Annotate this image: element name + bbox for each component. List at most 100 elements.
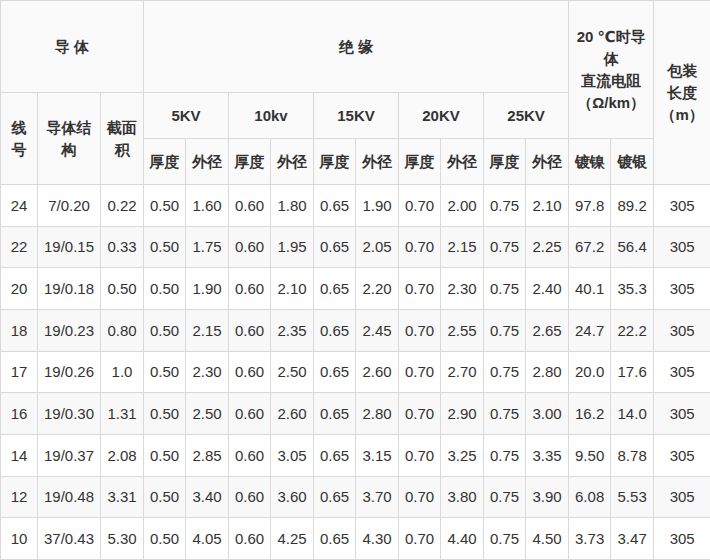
table-cell: 3.15 (356, 434, 399, 476)
table-cell: 3.25 (441, 434, 484, 476)
header-conductor-group: 导 体 (1, 1, 144, 93)
table-cell: 19/0.18 (38, 268, 101, 310)
table-cell: 1.75 (186, 226, 229, 268)
header-structure: 导体结 构 (38, 93, 101, 185)
table-cell: 1.60 (186, 185, 229, 227)
table-cell: 2.25 (526, 226, 569, 268)
table-cell: 37/0.43 (38, 518, 101, 560)
table-cell: 2.60 (356, 351, 399, 393)
table-cell: 3.31 (101, 476, 144, 518)
table-cell: 4.30 (356, 518, 399, 560)
table-cell: 9.50 (569, 434, 611, 476)
table-cell: 1.31 (101, 393, 144, 435)
header-row-groups: 导 体 绝 缘 20 ℃时导 体 直流电阻 （Ω/km） 包装 长度 （m） (1, 1, 710, 93)
table-cell: 2.80 (356, 393, 399, 435)
header-packing-length: 包装 长度 （m） (654, 1, 710, 185)
table-body: 247/0.200.220.501.600.601.800.651.900.70… (1, 185, 710, 560)
table-cell: 2.45 (356, 309, 399, 351)
table-cell: 0.60 (229, 268, 271, 310)
header-kv-10: 10kv (229, 93, 314, 139)
table-cell: 3.70 (356, 476, 399, 518)
table-cell: 2.30 (186, 351, 229, 393)
table-cell: 3.73 (569, 518, 611, 560)
table-cell: 305 (654, 309, 710, 351)
table-row: 247/0.200.220.501.600.601.800.651.900.70… (1, 185, 710, 227)
table-cell: 2.35 (271, 309, 314, 351)
table-cell: 2.40 (526, 268, 569, 310)
header-thickness: 厚度 (314, 139, 356, 185)
table-cell: 0.60 (229, 309, 271, 351)
header-thickness: 厚度 (144, 139, 186, 185)
table-cell: 0.70 (399, 393, 441, 435)
table-cell: 35.3 (611, 268, 654, 310)
table-cell: 22 (1, 226, 38, 268)
table-row: 1719/0.261.00.502.300.602.500.652.600.70… (1, 351, 710, 393)
table-cell: 0.75 (484, 518, 526, 560)
table-cell: 97.8 (569, 185, 611, 227)
table-cell: 67.2 (569, 226, 611, 268)
table-cell: 3.60 (271, 476, 314, 518)
table-cell: 18 (1, 309, 38, 351)
table-cell: 14 (1, 434, 38, 476)
table-cell: 7/0.20 (38, 185, 101, 227)
table-cell: 6.08 (569, 476, 611, 518)
table-cell: 0.50 (144, 476, 186, 518)
table-cell: 2.10 (271, 268, 314, 310)
table-cell: 0.70 (399, 434, 441, 476)
table-cell: 0.60 (229, 434, 271, 476)
table-cell: 0.50 (144, 434, 186, 476)
table-cell: 2.70 (441, 351, 484, 393)
table-cell: 2.08 (101, 434, 144, 476)
table-cell: 0.33 (101, 226, 144, 268)
table-cell: 0.80 (101, 309, 144, 351)
table-cell: 20 (1, 268, 38, 310)
table-cell: 3.40 (186, 476, 229, 518)
table-cell: 2.10 (526, 185, 569, 227)
table-cell: 3.35 (526, 434, 569, 476)
table-cell: 56.4 (611, 226, 654, 268)
table-cell: 305 (654, 226, 710, 268)
table-cell: 24 (1, 185, 38, 227)
table-cell: 89.2 (611, 185, 654, 227)
table-cell: 4.05 (186, 518, 229, 560)
table-row: 2219/0.150.330.501.750.601.950.652.050.7… (1, 226, 710, 268)
table-cell: 2.15 (186, 309, 229, 351)
table-cell: 305 (654, 393, 710, 435)
table-cell: 0.70 (399, 476, 441, 518)
table-cell: 0.65 (314, 476, 356, 518)
table-cell: 0.50 (144, 351, 186, 393)
table-cell: 0.50 (144, 185, 186, 227)
header-kv-20: 20KV (399, 93, 484, 139)
table-cell: 0.50 (144, 309, 186, 351)
header-od: 外径 (526, 139, 569, 185)
header-area: 截面 积 (101, 93, 144, 185)
table-cell: 0.50 (101, 268, 144, 310)
table-cell: 40.1 (569, 268, 611, 310)
table-cell: 0.60 (229, 226, 271, 268)
table-cell: 0.75 (484, 351, 526, 393)
table-cell: 0.75 (484, 185, 526, 227)
table-row: 1037/0.435.300.504.050.604.250.654.300.7… (1, 518, 710, 560)
table-cell: 5.30 (101, 518, 144, 560)
table-cell: 2.60 (271, 393, 314, 435)
table-cell: 19/0.30 (38, 393, 101, 435)
table-cell: 0.70 (399, 268, 441, 310)
table-cell: 0.50 (144, 268, 186, 310)
table-cell: 0.70 (399, 518, 441, 560)
table-cell: 16 (1, 393, 38, 435)
table-row: 2019/0.180.500.501.900.602.100.652.200.7… (1, 268, 710, 310)
table-cell: 2.00 (441, 185, 484, 227)
table-cell: 0.65 (314, 351, 356, 393)
header-silver: 镀银 (611, 139, 654, 185)
table-row: 1619/0.301.310.502.500.602.600.652.800.7… (1, 393, 710, 435)
table-cell: 0.75 (484, 268, 526, 310)
table-cell: 2.15 (441, 226, 484, 268)
table-cell: 2.65 (526, 309, 569, 351)
header-od: 外径 (441, 139, 484, 185)
table-cell: 19/0.48 (38, 476, 101, 518)
table-cell: 0.70 (399, 351, 441, 393)
table-cell: 16.2 (569, 393, 611, 435)
table-cell: 0.50 (144, 393, 186, 435)
table-cell: 19/0.15 (38, 226, 101, 268)
spec-table-container: 导 体 绝 缘 20 ℃时导 体 直流电阻 （Ω/km） 包装 长度 （m） 线… (0, 0, 710, 560)
